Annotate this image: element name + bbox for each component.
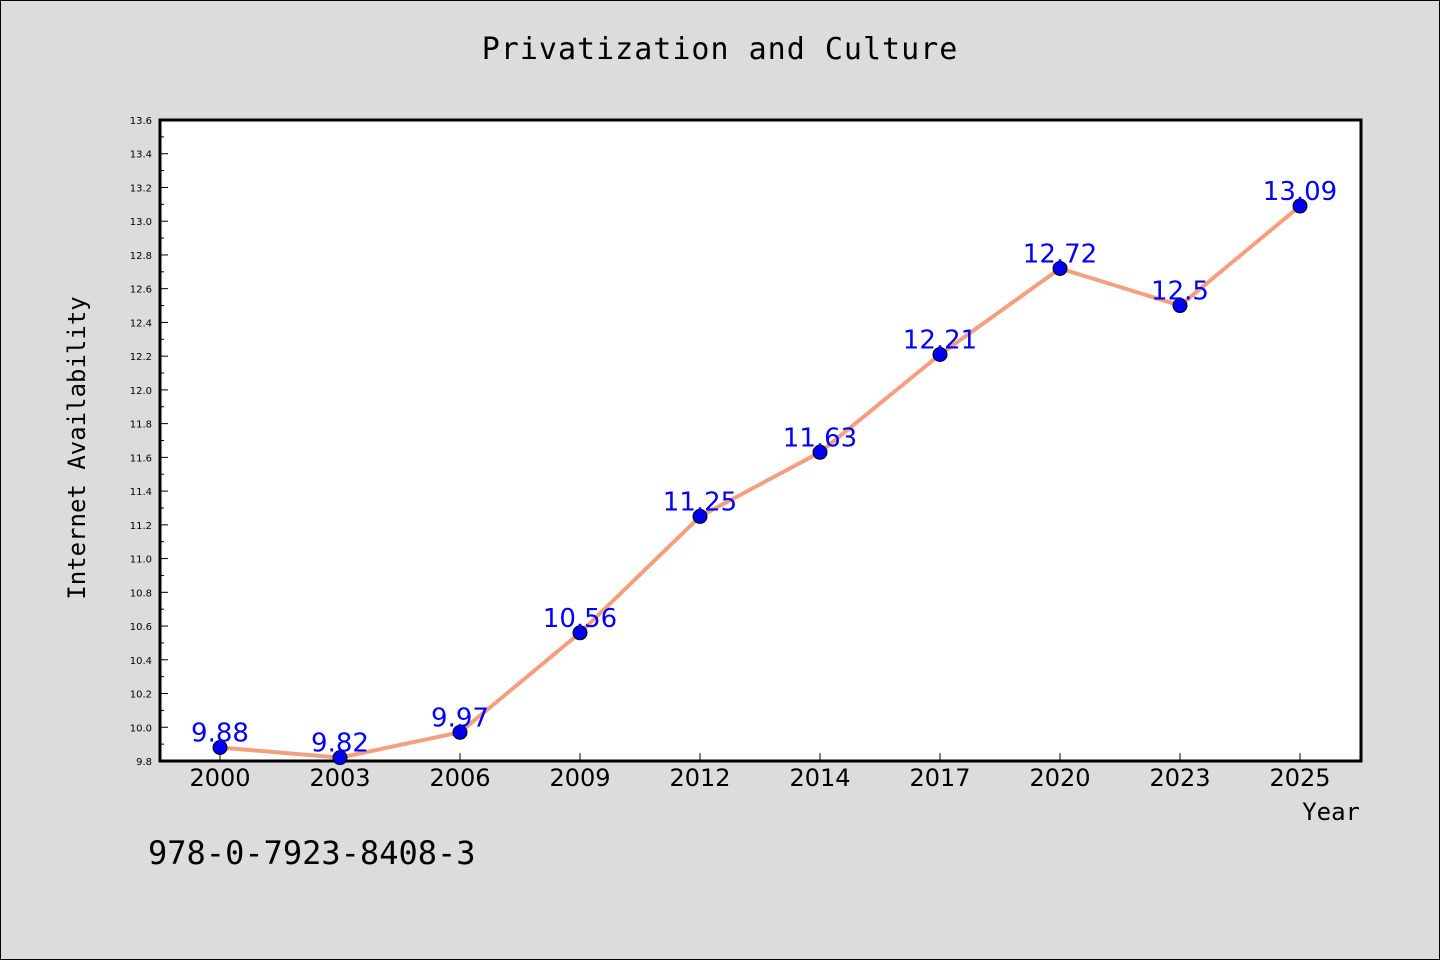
data-label: 12.5 (1151, 277, 1209, 307)
y-tick-label: 12.4 (130, 318, 152, 329)
data-point (1292, 198, 1308, 214)
data-point (212, 740, 228, 756)
y-tick-label: 13.2 (130, 183, 152, 194)
y-tick-label: 9.8 (136, 757, 152, 768)
data-point (812, 444, 828, 460)
data-point (1052, 260, 1068, 276)
data-label: 9.88 (191, 719, 249, 749)
y-axis-label: Internet Availability (63, 296, 91, 599)
x-tick-label: 2012 (669, 764, 730, 792)
y-tick-label: 11.2 (130, 521, 152, 532)
data-point (692, 508, 708, 524)
data-point (332, 750, 348, 766)
data-label: 13.09 (1263, 177, 1337, 207)
data-point (1172, 298, 1188, 314)
y-tick-label: 10.4 (130, 656, 152, 667)
x-tick-label: 2000 (189, 764, 250, 792)
data-point (572, 625, 588, 641)
plot-area (158, 118, 1363, 763)
x-tick-label: 2020 (1029, 764, 1090, 792)
series-line (219, 204, 1302, 760)
x-tick-label: 2009 (549, 764, 610, 792)
y-tick-label: 10.2 (130, 690, 152, 701)
data-label: 9.82 (311, 729, 369, 759)
y-tick-label: 13.6 (130, 116, 152, 127)
data-label: 10.56 (543, 604, 617, 634)
x-axis-label: Year (1302, 798, 1360, 826)
y-tick-label: 12.6 (130, 285, 152, 296)
footer-identifier: 978-0-7923-8408-3 (148, 834, 476, 872)
y-tick-label: 10.6 (130, 622, 152, 633)
y-tick-label: 11.8 (130, 420, 152, 431)
y-tick-label: 13.4 (130, 150, 152, 161)
x-tick-label: 2023 (1149, 764, 1210, 792)
y-tick-label: 13.0 (130, 217, 152, 228)
y-tick-label: 12.8 (130, 251, 152, 262)
data-label: 11.63 (783, 423, 857, 453)
data-point (932, 346, 948, 362)
y-tick-label: 11.0 (130, 555, 152, 566)
chart-title: Privatization and Culture (481, 32, 959, 67)
data-label: 12.21 (903, 325, 977, 355)
series-group: 9.88 9.82 9.97 10.56 11.25 11.63 12.21 12.72 12.… (191, 177, 1337, 766)
x-axis: 2000 2003 2006 2009 2012 2014 2017 2020 2023 2025 (189, 753, 1331, 792)
x-tick-label: 2014 (789, 764, 850, 792)
y-tick-label: 10.8 (130, 588, 152, 599)
y-tick-label: 12.0 (130, 386, 152, 397)
x-tick-label: 2003 (309, 764, 370, 792)
y-tick-label: 10.0 (130, 723, 152, 734)
x-tick-label: 2006 (429, 764, 490, 792)
y-tick-label: 12.2 (130, 352, 152, 363)
y-tick-label: 11.6 (130, 453, 152, 464)
y-axis: 9.8 10.0 10.2 10.4 10.6 10.8 11.0 11.2 11.4 11.6 1… (130, 116, 168, 768)
data-point (452, 724, 468, 740)
data-label: 9.97 (431, 703, 489, 733)
x-tick-label: 2017 (909, 764, 970, 792)
y-tick-label: 11.4 (130, 487, 152, 498)
x-tick-label: 2025 (1269, 764, 1330, 792)
data-label: 11.25 (663, 487, 737, 517)
data-label: 12.72 (1023, 239, 1097, 269)
